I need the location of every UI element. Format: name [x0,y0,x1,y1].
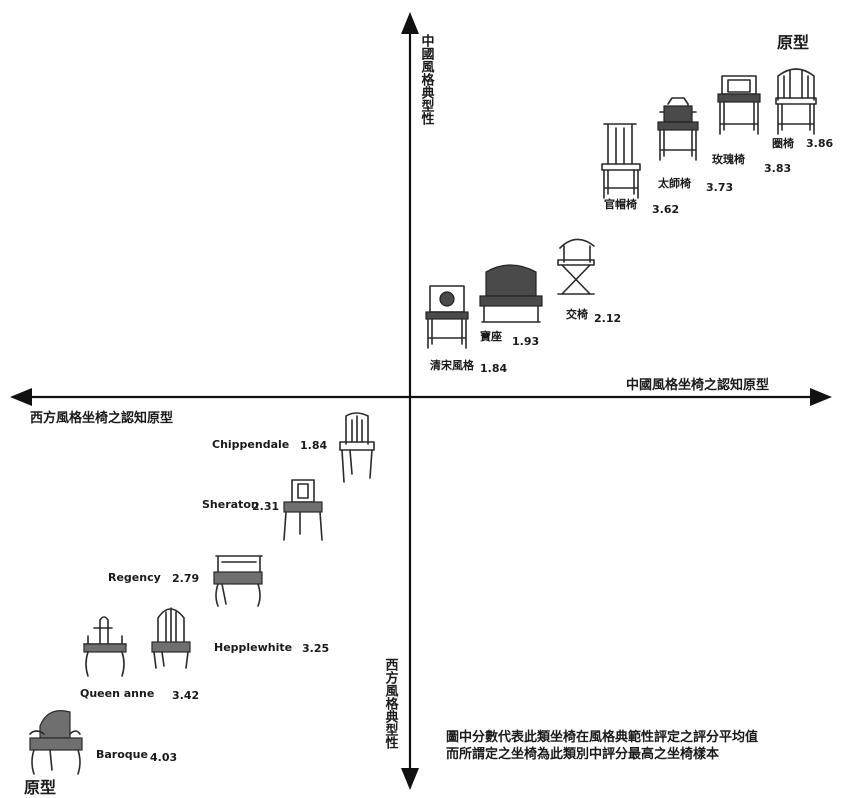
chair-icon-quanyi [775,68,817,135]
chair-icon-baozuo [479,264,543,323]
svg-text:3.25: 3.25 [302,642,329,655]
axes [10,12,832,790]
chair-icon-regency [213,555,263,607]
chair-icon-baroque [29,710,83,775]
svg-text:3.73: 3.73 [706,181,733,194]
svg-text:1.84: 1.84 [300,439,327,452]
chair-icon-qingsong [425,285,469,349]
svg-text:2.12: 2.12 [594,312,621,325]
arrow-up-icon [401,12,419,34]
chair-icon-sheraton [283,479,323,541]
chair-label-queen-anne: Queen anne 3.42 [80,687,199,702]
axis-label-left: 西方風格坐椅之認知原型 [30,410,173,426]
arrow-right-icon [810,388,832,406]
chair-label-baroque: Baroque 4.03 [96,748,177,764]
chair-label-meiguiyi: 玫瑰椅 3.83 [712,152,791,175]
chair-icon-jiaoyi [557,238,595,295]
svg-text:1.93: 1.93 [512,335,539,348]
chair-label-jiaoyi: 交椅 2.12 [566,307,621,325]
svg-text:Queen anne: Queen anne [80,687,154,700]
svg-text:清宋風格: 清宋風格 [430,358,475,372]
svg-text:2.31: 2.31 [252,500,279,513]
svg-text:官帽椅: 官帽椅 [604,197,637,211]
svg-text:3.86: 3.86 [806,137,833,150]
footnote: 圖中分數代表此類坐椅在風格典範性評定之評分平均值 而所謂定之坐椅為此類別中評分最… [446,729,758,762]
svg-text:而所謂定之坐椅為此類別中評分最高之坐椅樣本: 而所謂定之坐椅為此類別中評分最高之坐椅樣本 [446,746,719,762]
axis-label-down: 西方風格典型性 [383,658,399,749]
chair-icon-guanmaoyi [601,123,641,199]
svg-text:太師椅: 太師椅 [657,176,691,190]
svg-text:3.42: 3.42 [172,689,199,702]
chair-icon-queen-anne [83,616,127,677]
chair-label-qingsong: 清宋風格 1.84 [430,358,507,375]
chair-icon-taishiyi [657,97,699,161]
chair-label-taishiyi: 太師椅 3.73 [657,176,733,194]
svg-text:3.62: 3.62 [652,203,679,216]
svg-text:Chippendale: Chippendale [212,438,289,451]
prototype-label-western: 原型 [24,778,56,797]
svg-text:圖中分數代表此類坐椅在風格典範性評定之評分平均值: 圖中分數代表此類坐椅在風格典範性評定之評分平均值 [446,729,758,745]
chair-label-hepplewhite: Hepplewhite 3.25 [214,641,329,655]
chair-label-regency: Regency 2.79 [108,571,199,585]
svg-text:3.83: 3.83 [764,162,791,175]
prototype-label-chinese: 原型 [777,33,809,52]
svg-text:交椅: 交椅 [566,307,588,321]
chair-label-sheraton: Sheraton 2.31 [202,498,279,513]
svg-text:Baroque: Baroque [96,748,148,761]
svg-text:圈椅: 圈椅 [772,136,794,150]
chair-label-quanyi: 圈椅 3.86 [772,136,833,150]
svg-text:Hepplewhite: Hepplewhite [214,641,292,654]
svg-text:玫瑰椅: 玫瑰椅 [712,152,745,166]
svg-text:2.79: 2.79 [172,572,199,585]
arrow-left-icon [10,388,32,406]
chair-label-guanmaoyi: 官帽椅 3.62 [604,197,679,216]
chair-label-baozuo: 寶座 1.93 [480,329,539,348]
svg-text:寶座: 寶座 [480,329,502,343]
axis-label-right: 中國風格坐椅之認知原型 [626,377,769,393]
axis-label-up: 中國風格典型性 [419,33,435,125]
chair-label-chippendale: Chippendale 1.84 [212,438,327,452]
chair-icon-hepplewhite [151,607,191,669]
arrow-down-icon [401,768,419,790]
svg-text:4.03: 4.03 [150,751,177,764]
svg-text:Sheraton: Sheraton [202,498,259,511]
chair-icon-meiguiyi [717,75,761,135]
chair-icon-chippendale [339,412,375,483]
svg-text:1.84: 1.84 [480,362,507,375]
svg-text:Regency: Regency [108,571,161,584]
